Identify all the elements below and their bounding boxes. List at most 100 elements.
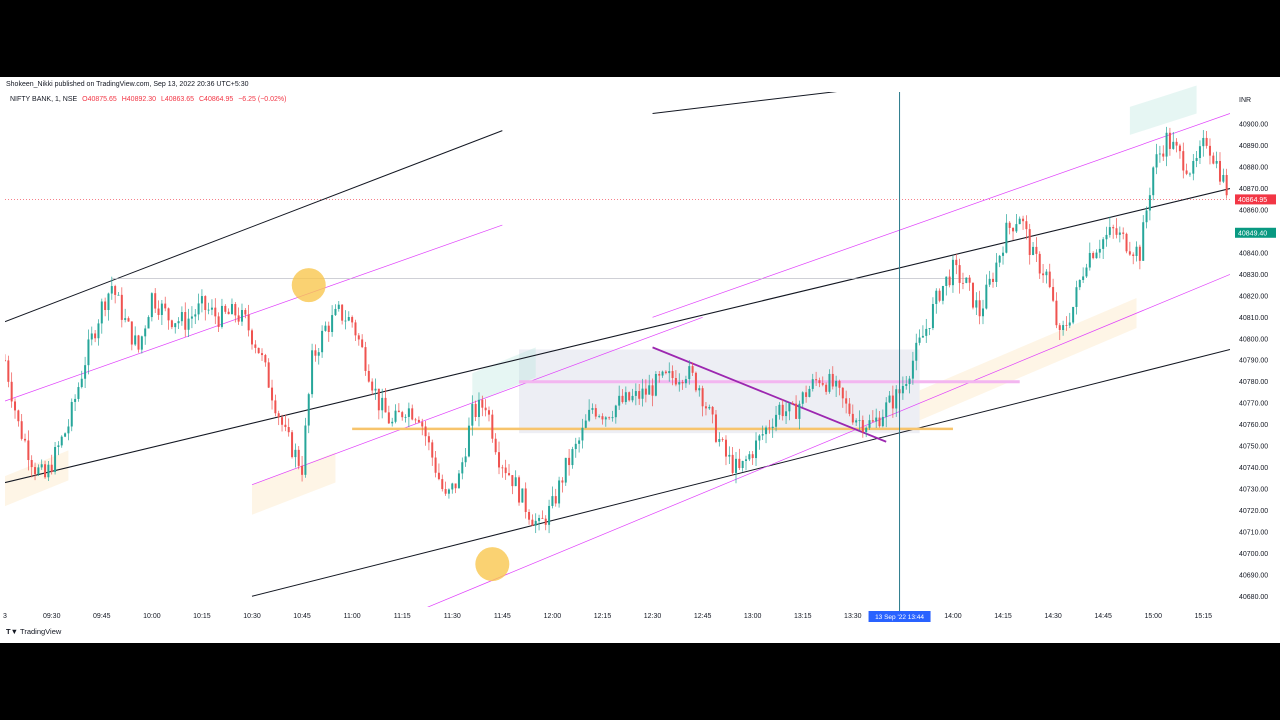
candle-body bbox=[34, 467, 37, 475]
candle-body bbox=[508, 473, 511, 476]
y-tick-label: 40790.00 bbox=[1239, 358, 1268, 365]
candle-body bbox=[931, 304, 934, 329]
candle-body bbox=[311, 350, 314, 395]
candle-body bbox=[354, 322, 357, 336]
candle-body bbox=[14, 401, 17, 411]
candle-body bbox=[150, 293, 153, 318]
candle-body bbox=[574, 443, 577, 450]
candle-body bbox=[377, 388, 380, 411]
candle-body bbox=[274, 400, 277, 414]
candle-body bbox=[434, 457, 437, 473]
low-value: L40863.65 bbox=[160, 96, 195, 103]
symbol-name[interactable]: NIFTY BANK, 1, NSE bbox=[10, 96, 78, 103]
candle-body bbox=[1175, 141, 1178, 146]
y-tick-label: 40720.00 bbox=[1239, 508, 1268, 515]
candle-body bbox=[1102, 239, 1105, 249]
y-tick-label: 40750.00 bbox=[1239, 444, 1268, 451]
candle-body bbox=[427, 436, 430, 443]
candle-body bbox=[771, 426, 774, 428]
candle-body bbox=[421, 422, 424, 427]
candle-body bbox=[694, 372, 697, 391]
candle-body bbox=[491, 414, 494, 439]
candle-body bbox=[998, 255, 1001, 263]
candle-body bbox=[1085, 267, 1088, 277]
candle-body bbox=[1055, 300, 1058, 326]
candle-body bbox=[331, 315, 334, 332]
candle-body bbox=[865, 427, 868, 432]
candle-body bbox=[447, 489, 450, 494]
candle-body bbox=[504, 467, 507, 474]
candle-body bbox=[57, 445, 60, 448]
y-tick-label: 40900.00 bbox=[1239, 122, 1268, 129]
candle-body bbox=[44, 464, 47, 478]
candle-body bbox=[10, 381, 13, 402]
candle-body bbox=[1148, 195, 1151, 211]
candle-body bbox=[721, 439, 724, 440]
candle-body bbox=[658, 373, 661, 376]
candle-body bbox=[194, 314, 197, 317]
candle-body bbox=[1192, 160, 1195, 174]
candle-body bbox=[134, 335, 137, 345]
candle-body bbox=[571, 449, 574, 466]
candle-body bbox=[264, 355, 267, 363]
candle-body bbox=[180, 312, 183, 322]
candle-body bbox=[371, 381, 374, 391]
candle-body bbox=[758, 435, 761, 441]
candle-body bbox=[661, 371, 664, 376]
candle-body bbox=[905, 384, 908, 386]
candle-body bbox=[484, 407, 487, 411]
candle-body bbox=[748, 454, 751, 460]
candle-body bbox=[341, 304, 344, 321]
candle-body bbox=[451, 483, 454, 490]
candle-body bbox=[40, 464, 43, 468]
y-tick-label: 40710.00 bbox=[1239, 529, 1268, 536]
tradingview-logo[interactable]: T▼ TradingView bbox=[6, 627, 61, 636]
candle-body bbox=[227, 311, 230, 315]
candlestick-chart[interactable]: 40900.00 40890.00 40880.00 40870.00 40860.00… bbox=[0, 77, 1280, 643]
candle-body bbox=[851, 413, 854, 423]
candle-body bbox=[1052, 287, 1055, 301]
last-price-label: 40864.95 bbox=[1238, 197, 1267, 204]
change-value: −6.25 (−0.02%) bbox=[238, 96, 287, 103]
candle-body bbox=[811, 379, 814, 389]
candle-body bbox=[240, 309, 243, 322]
candle-body bbox=[935, 290, 938, 305]
candle-body bbox=[558, 480, 561, 504]
candle-body bbox=[7, 360, 10, 382]
candle-body bbox=[104, 301, 107, 311]
x-tick-label: 15:00 bbox=[1144, 613, 1162, 620]
candle-body bbox=[184, 312, 187, 330]
candle-body bbox=[734, 458, 737, 473]
candle-body bbox=[975, 300, 978, 308]
candle-body bbox=[257, 347, 260, 354]
candle-body bbox=[230, 304, 233, 315]
candle-body bbox=[614, 405, 617, 418]
candle-body bbox=[1152, 167, 1155, 196]
candle-body bbox=[391, 421, 394, 424]
candle-body bbox=[745, 459, 748, 461]
candle-body bbox=[454, 483, 457, 489]
candle-body bbox=[407, 408, 410, 417]
candle-body bbox=[588, 409, 591, 421]
candle-body bbox=[351, 317, 354, 323]
candle-body bbox=[67, 426, 70, 434]
candle-body bbox=[367, 370, 370, 382]
candle-body bbox=[1068, 322, 1071, 326]
candle-body bbox=[601, 416, 604, 420]
candle-body bbox=[731, 454, 734, 473]
chart-frame[interactable]: Shokeen_Nikki published on TradingView.c… bbox=[0, 77, 1280, 643]
candle-body bbox=[971, 282, 974, 308]
candle-body bbox=[704, 406, 707, 409]
candle-body bbox=[951, 259, 954, 286]
candle-body bbox=[1122, 232, 1125, 234]
candle-body bbox=[564, 457, 567, 483]
y-tick-label: 40880.00 bbox=[1239, 165, 1268, 172]
candle-body bbox=[895, 389, 898, 409]
candle-body bbox=[674, 378, 677, 385]
candle-body bbox=[441, 479, 444, 490]
tradingview-brand: TradingView bbox=[20, 627, 62, 636]
candle-body bbox=[921, 335, 924, 338]
candle-body bbox=[210, 307, 213, 310]
candle-body bbox=[401, 412, 404, 418]
candle-body bbox=[891, 395, 894, 409]
